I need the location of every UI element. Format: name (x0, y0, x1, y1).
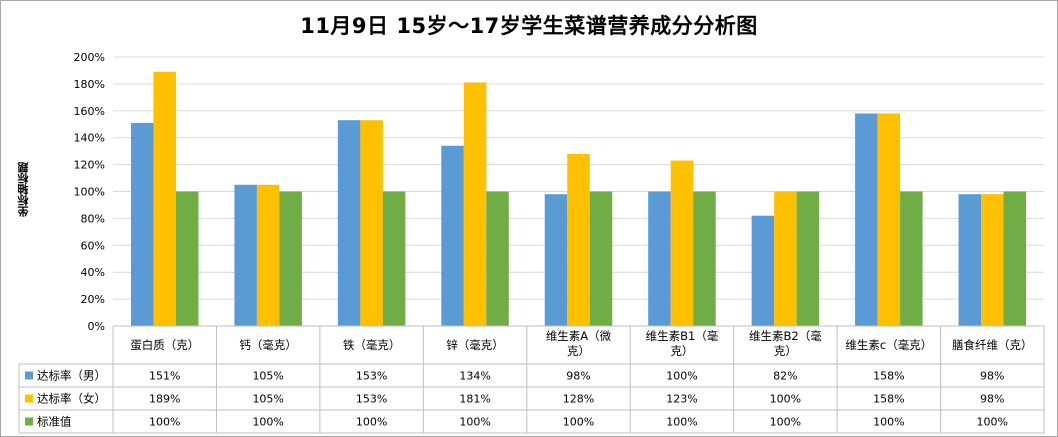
legend-key (25, 417, 33, 426)
bar (670, 160, 694, 326)
data-table-cell: 100% (459, 416, 490, 429)
category-label: 铁（毫克） (343, 338, 401, 352)
category-label: 维生素A（微 (546, 329, 612, 343)
y-tick-label: 100% (74, 186, 105, 199)
data-table-cell: 100% (666, 416, 697, 429)
data-table-cell: 100% (873, 416, 904, 429)
y-tick-label: 200% (74, 51, 105, 64)
legend-key (25, 394, 33, 403)
data-table-cell: 105% (252, 370, 283, 383)
legend-label: 达标率（女） (37, 392, 106, 406)
y-tick-label: 160% (74, 105, 105, 118)
data-table-cell: 100% (666, 370, 697, 383)
bar (958, 194, 982, 326)
bar (1003, 191, 1027, 326)
data-table-cell: 100% (356, 416, 387, 429)
bar (130, 122, 154, 326)
chart-title: 11月9日 15岁～17岁学生菜谱营养成分分析图 (300, 14, 758, 38)
bar (153, 71, 176, 326)
bar (382, 191, 406, 326)
data-table-cell: 123% (666, 393, 697, 406)
category-label: 克） (774, 344, 797, 358)
data-table-cell: 128% (563, 393, 594, 406)
category-label: 锌（毫克） (446, 338, 504, 352)
bar (486, 191, 509, 326)
data-table-cell: 100% (252, 416, 283, 429)
category-label: 克） (567, 344, 590, 358)
y-tick-label: 20% (81, 293, 105, 306)
y-tick-label: 60% (81, 239, 105, 252)
data-table-cell: 98% (566, 370, 590, 383)
data-table-cell: 82% (773, 370, 797, 383)
bar (567, 153, 590, 326)
bar (441, 145, 464, 326)
y-tick-label: 120% (74, 159, 105, 172)
y-tick-label: 80% (81, 212, 105, 225)
data-table-cell: 153% (356, 393, 387, 406)
bar (337, 120, 361, 326)
category-label: 钙（毫克） (239, 338, 297, 352)
y-tick-label: 140% (74, 132, 105, 145)
data-table-cell: 158% (873, 370, 904, 383)
data-table-cell: 151% (149, 370, 180, 383)
legend-key (25, 371, 33, 380)
bar (900, 191, 923, 326)
data-table-cell: 105% (252, 393, 283, 406)
bar (877, 113, 901, 327)
data-table-cell: 181% (459, 393, 490, 406)
category-label: 蛋白质（克） (130, 338, 199, 352)
legend-label: 达标率（男） (37, 369, 106, 383)
data-table-cell: 134% (459, 370, 490, 383)
data-table-cell: 158% (873, 393, 904, 406)
category-label: 维生素B1（毫 (646, 329, 719, 343)
bar (855, 113, 878, 327)
data-table-cell: 100% (770, 416, 801, 429)
category-label: 克） (670, 344, 693, 358)
bar (256, 184, 280, 326)
data-table-cell: 100% (977, 416, 1008, 429)
bar (693, 191, 716, 326)
bar (648, 191, 671, 326)
bar (279, 191, 302, 326)
bar (774, 191, 797, 326)
category-label: 膳食纤维（克） (952, 338, 1033, 352)
y-tick-label: 180% (74, 78, 105, 91)
bar (360, 120, 383, 326)
y-tick-label: 0% (88, 320, 105, 333)
data-table-cell: 100% (563, 416, 594, 429)
y-tick-label: 40% (81, 266, 105, 279)
data-table-cell: 98% (980, 370, 1004, 383)
legend-label: 标准值 (37, 415, 72, 429)
bar (751, 215, 775, 326)
bar (544, 194, 568, 326)
bar (981, 194, 1004, 326)
data-table-cell: 189% (149, 393, 180, 406)
data-table-cell: 153% (356, 370, 387, 383)
bar (463, 82, 487, 327)
data-table-cell: 100% (770, 393, 801, 406)
category-label: 维生素B2（毫 (749, 329, 822, 343)
data-table-cell: 98% (980, 393, 1004, 406)
bar (796, 191, 820, 326)
bar (234, 184, 257, 326)
category-label: 维生素c（毫克） (845, 338, 932, 352)
bar (175, 191, 199, 326)
bar (589, 191, 613, 326)
data-table-cell: 100% (149, 416, 180, 429)
